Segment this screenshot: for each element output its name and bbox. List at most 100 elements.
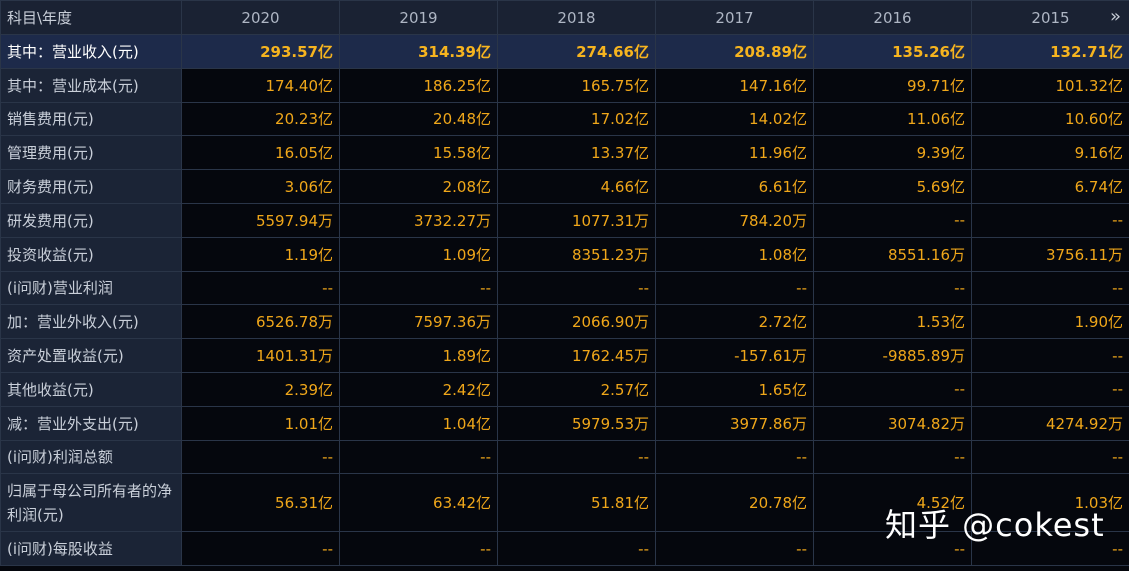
table-cell-value: -- xyxy=(497,270,656,306)
table-cell-value: 314.39亿 xyxy=(339,34,498,69)
table-row[interactable]: (i问财)营业利润 -- -- -- -- -- -- xyxy=(0,270,1129,306)
row-label: 减：营业外支出(元) xyxy=(0,405,182,441)
table-row[interactable]: 归属于母公司所有者的净利润(元) 56.31亿 63.42亿 51.81亿 20.78亿… xyxy=(0,473,1129,533)
table-cell-value: 1401.31万 xyxy=(181,338,340,373)
table-cell-value: -- xyxy=(813,202,972,238)
table-cell-value: 99.71亿 xyxy=(813,67,972,103)
table-cell-value: -- xyxy=(971,371,1129,407)
row-label: 归属于母公司所有者的净利润(元) xyxy=(0,473,182,533)
column-header-year[interactable]: 2019 xyxy=(339,0,498,35)
table-cell-value: 186.25亿 xyxy=(339,67,498,103)
table-cell-value: -- xyxy=(971,202,1129,238)
table-cell-value: 3732.27万 xyxy=(339,202,498,238)
table-cell-value: 1.01亿 xyxy=(181,405,340,441)
table-cell-value: 4.66亿 xyxy=(497,169,656,204)
row-label: (i问财)利润总额 xyxy=(0,439,182,475)
table-row[interactable]: 其中：营业收入(元) 293.57亿 314.39亿 274.66亿 208.89亿 13… xyxy=(0,34,1129,69)
table-cell-value: 7597.36万 xyxy=(339,304,498,340)
column-header-label: 科目\年度 xyxy=(0,0,182,35)
table-cell-value: 1.19亿 xyxy=(181,236,340,272)
table-cell-value: 293.57亿 xyxy=(181,34,340,69)
table-row[interactable]: (i问财)利润总额 -- -- -- -- -- -- xyxy=(0,439,1129,475)
table-cell-value: 132.71亿 xyxy=(971,34,1129,69)
table-cell-value: 5979.53万 xyxy=(497,405,656,441)
table-cell-value: 9.39亿 xyxy=(813,135,972,171)
table-cell-value: 20.23亿 xyxy=(181,101,340,137)
double-chevron-right-icon[interactable]: » xyxy=(1109,6,1121,27)
table-cell-value: 17.02亿 xyxy=(497,101,656,137)
column-header-year[interactable]: 2018 xyxy=(497,0,656,35)
table-row[interactable]: 加：营业外收入(元) 6526.78万 7597.36万 2066.90万 2.72亿 1… xyxy=(0,304,1129,340)
row-label: 其他收益(元) xyxy=(0,371,182,407)
table-cell-value: 10.60亿 xyxy=(971,101,1129,137)
table-cell-value: 11.06亿 xyxy=(813,101,972,137)
table-row[interactable]: 研发费用(元) 5597.94万 3732.27万 1077.31万 784.20万 --… xyxy=(0,202,1129,238)
table-row[interactable]: 销售费用(元) 20.23亿 20.48亿 17.02亿 14.02亿 11.06亿 10.… xyxy=(0,101,1129,137)
table-cell-value: 14.02亿 xyxy=(655,101,814,137)
table-cell-value: -- xyxy=(181,439,340,475)
table-row[interactable]: 减：营业外支出(元) 1.01亿 1.04亿 5979.53万 3977.86万 3074… xyxy=(0,405,1129,441)
table-cell-value: 101.32亿 xyxy=(971,67,1129,103)
table-row[interactable]: 管理费用(元) 16.05亿 15.58亿 13.37亿 11.96亿 9.39亿 9.16… xyxy=(0,135,1129,171)
table-cell-value: -- xyxy=(813,439,972,475)
table-cell-value: 20.48亿 xyxy=(339,101,498,137)
table-cell-value: 784.20万 xyxy=(655,202,814,238)
table-cell-value: 135.26亿 xyxy=(813,34,972,69)
table-cell-value: 165.75亿 xyxy=(497,67,656,103)
column-header-year[interactable]: 2015 xyxy=(1031,8,1070,27)
table-cell-value: 1.04亿 xyxy=(339,405,498,441)
table-cell-value: 63.42亿 xyxy=(339,473,498,533)
table-cell-value: 208.89亿 xyxy=(655,34,814,69)
table-cell-value: 56.31亿 xyxy=(181,473,340,533)
table-cell-value: 6.61亿 xyxy=(655,169,814,204)
table-cell-value: 3977.86万 xyxy=(655,405,814,441)
table-cell-value: 15.58亿 xyxy=(339,135,498,171)
table-cell-value: 1762.45万 xyxy=(497,338,656,373)
table-cell-value: 1.65亿 xyxy=(655,371,814,407)
column-header-year[interactable]: 2017 xyxy=(655,0,814,35)
table-cell-value: 4.52亿 xyxy=(813,473,972,533)
table-row[interactable]: 财务费用(元) 3.06亿 2.08亿 4.66亿 6.61亿 5.69亿 6.74亿 xyxy=(0,169,1129,204)
table-cell-value: -- xyxy=(181,531,340,567)
table-cell-value: 1.53亿 xyxy=(813,304,972,340)
table-row[interactable]: 资产处置收益(元) 1401.31万 1.89亿 1762.45万 -157.61万 -9… xyxy=(0,338,1129,373)
table-cell-value: -- xyxy=(813,371,972,407)
table-cell-value: 51.81亿 xyxy=(497,473,656,533)
table-cell-value: -- xyxy=(655,270,814,306)
column-header-year[interactable]: 2020 xyxy=(181,0,340,35)
table-cell-value: 2.08亿 xyxy=(339,169,498,204)
table-cell-value: -- xyxy=(971,338,1129,373)
table-row[interactable]: 投资收益(元) 1.19亿 1.09亿 8351.23万 1.08亿 8551.16万 37… xyxy=(0,236,1129,272)
table-cell-value: 3074.82万 xyxy=(813,405,972,441)
table-cell-value: -- xyxy=(655,439,814,475)
table-cell-value: 2.72亿 xyxy=(655,304,814,340)
table-cell-value: 9.16亿 xyxy=(971,135,1129,171)
table-cell-value: 13.37亿 xyxy=(497,135,656,171)
table-cell-value: 4274.92万 xyxy=(971,405,1129,441)
table-cell-value: -- xyxy=(497,439,656,475)
table-cell-value: -- xyxy=(971,531,1129,567)
table-cell-value: 6.74亿 xyxy=(971,169,1129,204)
table-cell-value: 8551.16万 xyxy=(813,236,972,272)
row-label: 投资收益(元) xyxy=(0,236,182,272)
table-row[interactable]: (i问财)每股收益 -- -- -- -- -- -- xyxy=(0,531,1129,567)
table-row[interactable]: 其他收益(元) 2.39亿 2.42亿 2.57亿 1.65亿 -- -- xyxy=(0,371,1129,407)
table-cell-value: 5597.94万 xyxy=(181,202,340,238)
row-label: 研发费用(元) xyxy=(0,202,182,238)
table-cell-value: -- xyxy=(339,439,498,475)
table-cell-value: 3.06亿 xyxy=(181,169,340,204)
table-cell-value: -9885.89万 xyxy=(813,338,972,373)
row-label: 资产处置收益(元) xyxy=(0,338,182,373)
table-cell-value: 174.40亿 xyxy=(181,67,340,103)
table-cell-value: 1077.31万 xyxy=(497,202,656,238)
table-cell-value: -- xyxy=(813,531,972,567)
column-header-year[interactable]: 2016 xyxy=(813,0,972,35)
table-cell-value: -- xyxy=(971,270,1129,306)
row-label: 管理费用(元) xyxy=(0,135,182,171)
table-cell-value: 20.78亿 xyxy=(655,473,814,533)
row-label: 其中：营业收入(元) xyxy=(0,34,182,69)
table-cell-value: 1.89亿 xyxy=(339,338,498,373)
table-row[interactable]: 其中：营业成本(元) 174.40亿 186.25亿 165.75亿 147.16亿 99… xyxy=(0,67,1129,103)
